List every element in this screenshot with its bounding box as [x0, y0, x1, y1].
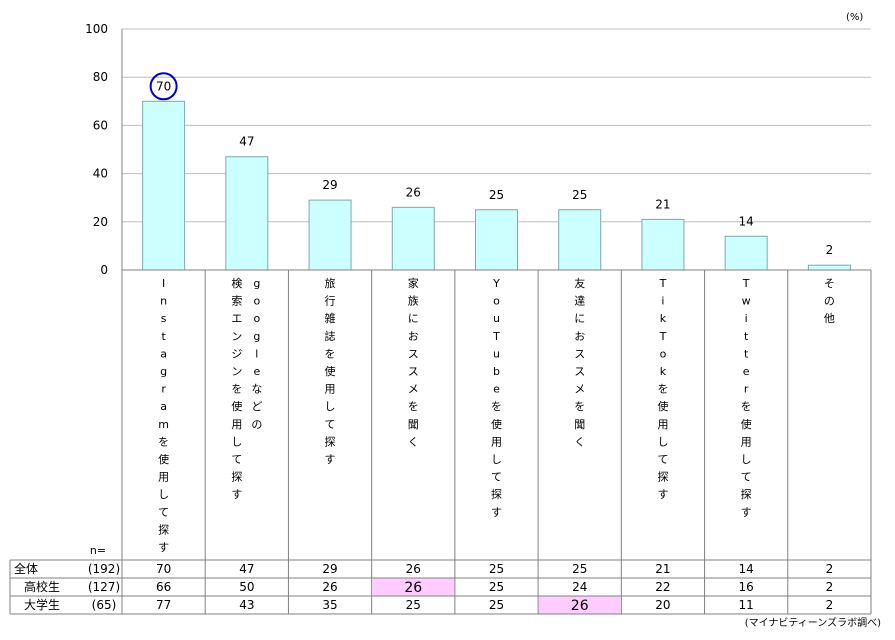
table-cell: 50 — [239, 580, 254, 594]
table-cell: 25 — [572, 562, 587, 576]
table-cell: 47 — [239, 562, 254, 576]
bar — [225, 156, 269, 271]
y-tick-label: 100 — [85, 22, 108, 36]
data-label: 21 — [655, 197, 670, 211]
row-n: (127) — [88, 580, 120, 594]
y-tick-label: 40 — [93, 167, 108, 181]
table-cell: 2 — [826, 562, 834, 576]
y-tick-label: 0 — [100, 263, 108, 277]
category-label: 友達におススメを聞く — [574, 276, 585, 448]
category-label: 旅行雑誌を使用して探す — [325, 276, 336, 466]
data-label: 29 — [322, 178, 337, 192]
table-cell: 22 — [655, 580, 670, 594]
table-cell: 66 — [156, 580, 171, 594]
data-label: 25 — [572, 188, 587, 202]
table-cell: 25 — [406, 598, 421, 612]
table-cell: 26 — [571, 598, 589, 614]
highlight-cell — [372, 578, 455, 596]
bar — [807, 264, 851, 271]
table-cell: 14 — [739, 562, 754, 576]
data-label: 2 — [826, 243, 834, 257]
table-cell: 35 — [322, 598, 337, 612]
category-label: 家族におススメを聞く — [408, 276, 419, 448]
table-cell: 70 — [156, 562, 171, 576]
data-label: 14 — [739, 214, 754, 228]
table-cell: 25 — [489, 598, 504, 612]
table-cell: 25 — [489, 580, 504, 594]
highlight-cell — [538, 596, 621, 614]
y-tick-label: 80 — [93, 70, 108, 84]
table-cell: 29 — [322, 562, 337, 576]
table-cell: 21 — [655, 562, 670, 576]
data-label: 26 — [406, 185, 421, 199]
unit-label: (%) — [846, 12, 864, 23]
table-cell: 26 — [406, 562, 421, 576]
table-cell: 26 — [404, 580, 422, 596]
row-label: 高校生 — [24, 579, 60, 594]
bar — [475, 209, 518, 271]
table-cell: 77 — [156, 598, 171, 612]
data-label: 47 — [239, 135, 254, 149]
data-label: 25 — [489, 188, 504, 202]
table-cell: 25 — [489, 562, 504, 576]
table-cell: 2 — [826, 598, 834, 612]
table-cell: 20 — [655, 598, 670, 612]
row-n: (65) — [92, 598, 117, 612]
bar — [558, 209, 602, 271]
source-note: (マイナビティーンズラボ調べ) — [744, 618, 881, 629]
n-label: n= — [90, 544, 106, 557]
y-tick-label: 20 — [93, 215, 108, 229]
bar — [724, 235, 768, 271]
highlight-circle — [149, 72, 178, 101]
row-label: 全体 — [14, 561, 38, 576]
bar — [641, 218, 685, 271]
table-cell: 24 — [572, 580, 587, 594]
y-tick-label: 60 — [93, 118, 108, 132]
row-label: 大学生 — [24, 597, 60, 612]
bar — [308, 199, 352, 271]
category-label: その他 — [824, 277, 835, 325]
bar — [142, 100, 186, 271]
table-cell: 26 — [322, 580, 337, 594]
table-cell: 2 — [826, 580, 834, 594]
bar — [391, 206, 435, 271]
table-cell: 11 — [739, 598, 754, 612]
category-label: 検索エンジンを使用して探す — [231, 276, 242, 501]
category-label: g o o g l e などの — [251, 277, 262, 431]
row-n: (192) — [88, 562, 120, 576]
table-cell: 16 — [739, 580, 754, 594]
table-cell: 43 — [239, 598, 254, 612]
data-label: 70 — [156, 79, 171, 93]
